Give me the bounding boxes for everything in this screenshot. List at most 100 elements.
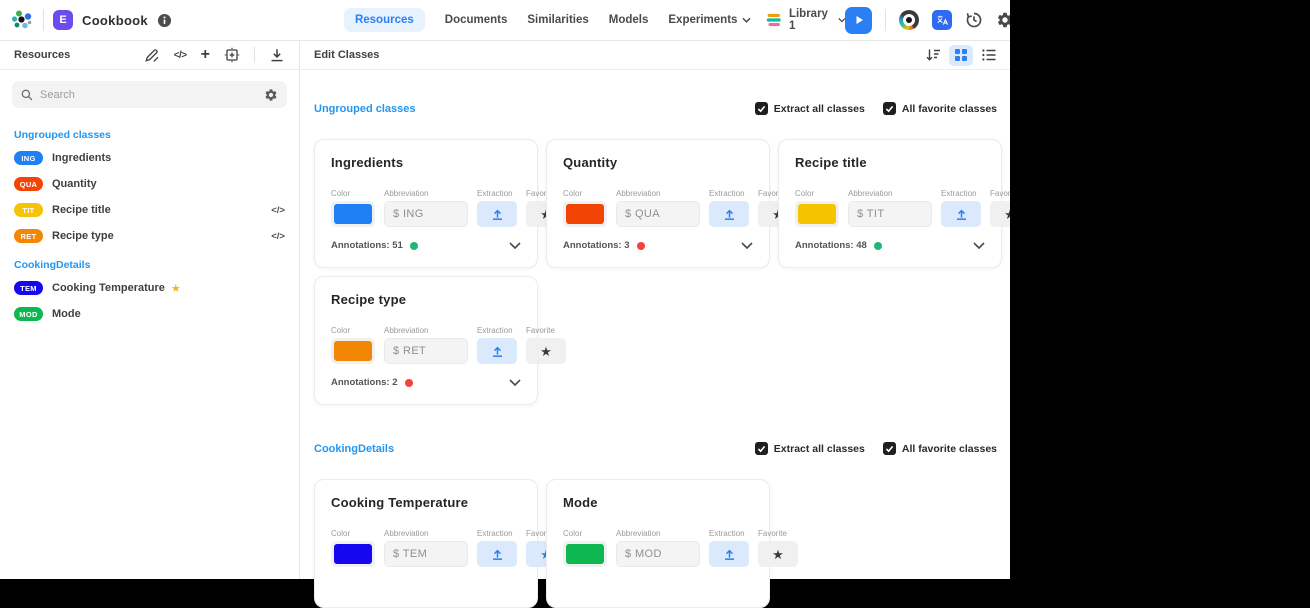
- search-icon: [21, 89, 33, 100]
- color-picker[interactable]: [331, 338, 375, 364]
- main-header: Edit Classes: [301, 41, 1010, 70]
- tab-experiments[interactable]: Experiments: [668, 14, 752, 26]
- abbreviation-input[interactable]: $ ING: [384, 201, 468, 227]
- extraction-upload-button[interactable]: [477, 541, 517, 567]
- code-icon[interactable]: </>: [173, 49, 187, 61]
- color-picker[interactable]: [331, 201, 375, 227]
- history-icon[interactable]: [965, 11, 983, 29]
- favorite-star-icon: ★: [170, 282, 181, 295]
- expand-chevron-icon[interactable]: [973, 242, 985, 249]
- card-title: Ingredients: [331, 155, 404, 170]
- sidebar-header: Resources </> +: [0, 41, 299, 70]
- extract-all-checkbox[interactable]: Extract all classes: [754, 102, 865, 115]
- extraction-upload-button[interactable]: [941, 201, 981, 227]
- library-icon: [767, 13, 782, 27]
- sort-icon[interactable]: [925, 47, 941, 63]
- expand-chevron-icon[interactable]: [509, 379, 521, 386]
- project-badge[interactable]: E: [53, 10, 73, 30]
- section-title: CookingDetails: [314, 442, 395, 455]
- divider: [43, 9, 44, 31]
- all-favorite-checkbox[interactable]: All favorite classes: [882, 102, 997, 115]
- main-content: Ungrouped classes Extract all classes Al…: [301, 70, 1030, 608]
- tab-models[interactable]: Models: [608, 14, 649, 26]
- card-title: Mode: [563, 495, 598, 510]
- library-label: Library 1: [788, 8, 828, 32]
- class-badge: TIT: [14, 203, 43, 217]
- extraction-upload-button[interactable]: [477, 201, 517, 227]
- add-class-icon[interactable]: +: [200, 46, 210, 63]
- color-picker[interactable]: [563, 201, 607, 227]
- run-button[interactable]: [845, 6, 873, 34]
- section-title: Ungrouped classes: [314, 102, 416, 115]
- abbreviation-input[interactable]: $ TEM: [384, 541, 468, 567]
- info-icon[interactable]: [157, 13, 172, 28]
- expand-chevron-icon[interactable]: [741, 242, 753, 249]
- checkbox-checked: [882, 102, 896, 115]
- library-selector[interactable]: Library 1: [765, 8, 846, 32]
- favorite-star-button[interactable]: ★: [526, 338, 566, 364]
- add-group-frame-icon[interactable]: [224, 47, 240, 63]
- class-badge: RET: [14, 229, 43, 243]
- annotations-count: Annotations: 2: [331, 377, 398, 388]
- abbreviation-input[interactable]: $ RET: [384, 338, 468, 364]
- tab-experiments-label: Experiments: [668, 14, 738, 26]
- sidebar-title: Resources: [14, 49, 71, 61]
- extraction-upload-button[interactable]: [709, 541, 749, 567]
- status-dot: [409, 241, 418, 250]
- expand-chevron-icon[interactable]: [509, 242, 521, 249]
- section-cookingdetails: CookingDetails Extract all classes All f…: [314, 442, 997, 455]
- color-picker[interactable]: [563, 541, 607, 567]
- color-picker[interactable]: [795, 201, 839, 227]
- card-title: Recipe title: [795, 155, 867, 170]
- search-input[interactable]: [40, 88, 257, 101]
- checkbox-checked: [754, 102, 768, 115]
- class-label: Ingredients: [52, 152, 112, 164]
- app-logo-icon[interactable]: [10, 8, 34, 32]
- sidebar-item-recipe-title[interactable]: TIT Recipe title </>: [0, 197, 299, 223]
- list-view-toggle[interactable]: [981, 47, 997, 63]
- class-badge: TEM: [14, 281, 43, 295]
- class-card-cooking-temperature: Cooking Temperature Color Abbreviation $…: [314, 479, 566, 608]
- tab-resources[interactable]: Resources: [343, 8, 425, 32]
- color-picker[interactable]: [331, 541, 375, 567]
- topbar: E Cookbook Resources Documents Similarit…: [0, 0, 1130, 41]
- sidebar-item-ingredients[interactable]: ING Ingredients: [0, 145, 299, 171]
- abbreviation-input[interactable]: $ QUA: [616, 201, 700, 227]
- abbreviation-input[interactable]: $ TIT: [848, 201, 932, 227]
- sidebar-group-ungrouped[interactable]: Ungrouped classes: [14, 129, 111, 141]
- grid-view-toggle[interactable]: [949, 44, 973, 66]
- sidebar-item-mode[interactable]: MOD Mode: [0, 301, 299, 327]
- annotations-count: Annotations: 51: [331, 240, 403, 251]
- sidebar-item-cooking-temperature[interactable]: TEM Cooking Temperature ★: [0, 275, 299, 301]
- extraction-upload-button[interactable]: [477, 338, 517, 364]
- download-icon[interactable]: [269, 47, 285, 63]
- class-label: Cooking Temperature: [52, 282, 165, 294]
- app-window: E Cookbook Resources Documents Similarit…: [0, 0, 1130, 608]
- class-card-mode: Mode Color Abbreviation $ MOD Extraction…: [546, 479, 798, 608]
- sidebar-group-cookingdetails[interactable]: CookingDetails: [14, 259, 91, 271]
- sidebar-item-quantity[interactable]: QUA Quantity: [0, 171, 299, 197]
- code-mark-icon: </>: [271, 230, 285, 242]
- annotation-pen-icon[interactable]: [144, 47, 160, 63]
- status-dot: [873, 241, 882, 250]
- brand: E Cookbook: [10, 8, 172, 32]
- extraction-upload-button[interactable]: [709, 201, 749, 227]
- settings-gear-icon[interactable]: [996, 11, 1014, 29]
- class-card-recipe-type: Recipe type Color Abbreviation $ RET Ext…: [314, 276, 566, 405]
- code-mark-icon: </>: [271, 204, 285, 216]
- main-nav: Resources Documents Similarities Models …: [343, 8, 752, 32]
- extract-all-checkbox[interactable]: Extract all classes: [754, 442, 865, 455]
- search-settings-gear-icon[interactable]: [264, 88, 278, 102]
- color-theme-icon[interactable]: [899, 10, 920, 30]
- annotations-count: Annotations: 3: [563, 240, 630, 251]
- tab-similarities[interactable]: Similarities: [527, 14, 589, 26]
- tab-documents[interactable]: Documents: [444, 14, 508, 26]
- all-favorite-checkbox[interactable]: All favorite classes: [882, 442, 997, 455]
- class-badge: ING: [14, 151, 43, 165]
- abbreviation-input[interactable]: $ MOD: [616, 541, 700, 567]
- favorite-star-button[interactable]: ★: [758, 541, 798, 567]
- checkbox-checked: [754, 442, 768, 455]
- translate-icon[interactable]: [932, 10, 953, 30]
- class-badge: QUA: [14, 177, 43, 191]
- sidebar-item-recipe-type[interactable]: RET Recipe type </>: [0, 223, 299, 249]
